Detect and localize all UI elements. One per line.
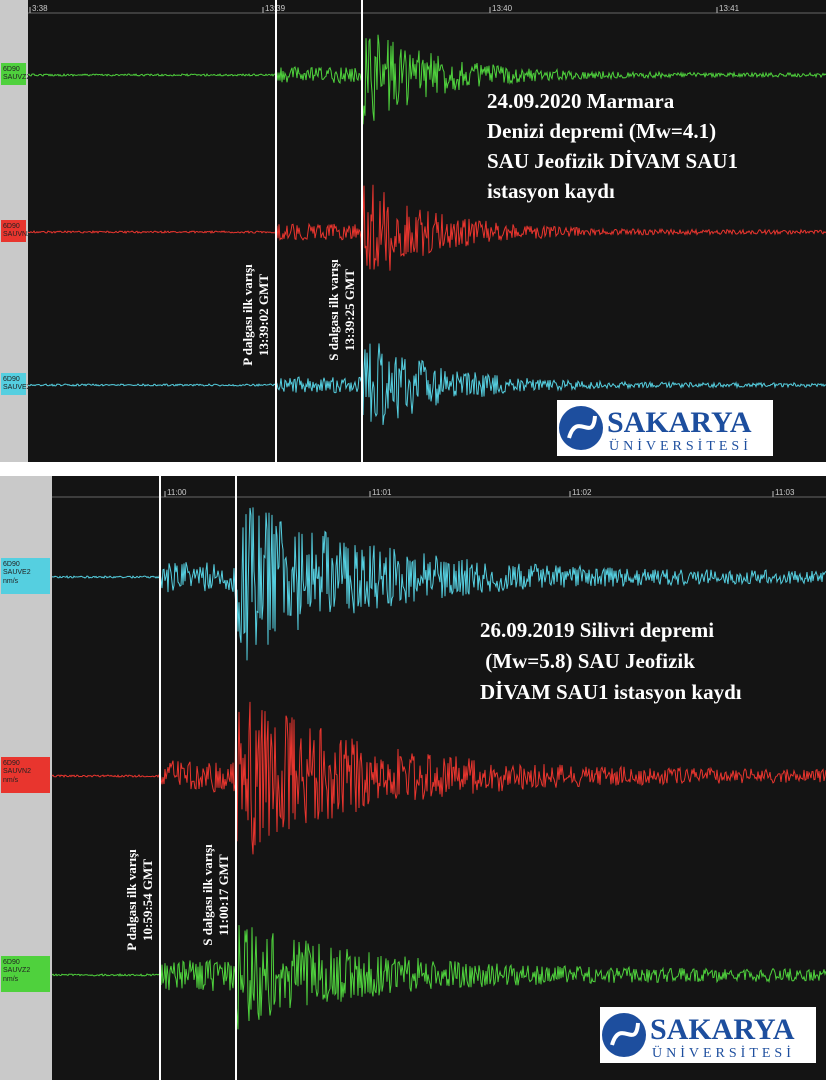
channel-code: 6D90 — [3, 376, 20, 383]
channel-label-box — [1, 956, 50, 992]
s-arrival-label: S dalgası ilk varışı 11:00:17 GMT — [200, 844, 231, 946]
channel-unit: nm/s — [3, 777, 19, 784]
time-tick-label: 11:00 — [167, 488, 187, 497]
channel-code: 6D90 — [3, 959, 20, 966]
time-tick-label: 11:03 — [775, 488, 795, 497]
time-tick-label: 11:01 — [372, 488, 392, 497]
channel-unit: nm/s — [3, 976, 19, 983]
channel-code: 6D90 — [3, 561, 20, 568]
s-arrival-title: S dalgası ilk varışı — [326, 259, 341, 361]
p-arrival-title: P dalgası ilk varışı — [240, 264, 255, 366]
channel-name: SAUVE2 — [3, 569, 31, 576]
caption-line: istasyon kaydı — [487, 179, 615, 203]
channel-name: SAUVN2 — [3, 768, 31, 775]
seismogram-trace — [27, 343, 826, 425]
channel-code: 6D90 — [3, 66, 20, 73]
logo-sub: ÜNİVERSİTESİ — [609, 437, 752, 454]
channel-code: 6D90 — [3, 223, 20, 230]
logo-sub: ÜNİVERSİTESİ — [652, 1044, 795, 1061]
logo-swirl — [610, 1022, 640, 1046]
caption-line: SAU Jeofizik DİVAM SAU1 — [487, 149, 738, 173]
time-tick-label: 13:41 — [719, 4, 740, 13]
seismogram-trace — [51, 686, 826, 855]
caption-line: Denizi depremi (Mw=4.1) — [487, 119, 716, 143]
channel-label-box — [1, 373, 26, 395]
channel-label-box — [1, 63, 26, 85]
channel-unit: nm/s — [3, 578, 19, 585]
time-tick-label: 3:38 — [32, 4, 48, 13]
p-arrival-time: 13:39:02 GMT — [256, 274, 271, 356]
channel-label-box — [1, 757, 50, 793]
p-arrival-label: P dalgası ilk varışı 13:39:02 GMT — [240, 264, 271, 366]
channel-name: SAUVN2 — [3, 231, 31, 238]
channel-code: 6D90 — [3, 760, 20, 767]
p-arrival-title: P dalgası ilk varışı — [124, 849, 139, 951]
logo-name: SAKARYA — [650, 1013, 795, 1046]
p-arrival-label: P dalgası ilk varışı 10:59:54 GMT — [124, 849, 155, 951]
seismogram-trace — [51, 507, 826, 661]
s-arrival-label: S dalgası ilk varışı 13:39:25 GMT — [326, 259, 357, 361]
caption-line: 24.09.2020 Marmara — [487, 89, 675, 113]
channel-name: SAUVZ2 — [3, 74, 30, 81]
time-tick-label: 13:40 — [492, 4, 513, 13]
seismogram-trace — [27, 34, 826, 125]
seismogram-trace — [51, 925, 826, 1030]
logo-name: SAKARYA — [607, 406, 752, 439]
s-arrival-title: S dalgası ilk varışı — [200, 844, 215, 946]
channel-label-box — [1, 220, 26, 242]
time-tick-label: 11:02 — [572, 488, 592, 497]
plot-area — [52, 476, 826, 1080]
s-arrival-time: 13:39:25 GMT — [342, 269, 357, 351]
s-arrival-time: 11:00:17 GMT — [216, 854, 231, 936]
caption-line: (Mw=5.8) SAU Jeofizik — [480, 649, 695, 673]
channel-name: SAUVZ2 — [3, 967, 30, 974]
channel-name: SAUVE2 — [3, 384, 31, 391]
seismogram-trace — [27, 184, 826, 283]
caption-line: DİVAM SAU1 istasyon kaydı — [480, 680, 742, 704]
logo-swirl — [567, 415, 597, 439]
channel-label-box — [1, 558, 50, 594]
p-arrival-time: 10:59:54 GMT — [140, 859, 155, 941]
caption-line: 26.09.2019 Silivri depremi — [480, 618, 714, 642]
